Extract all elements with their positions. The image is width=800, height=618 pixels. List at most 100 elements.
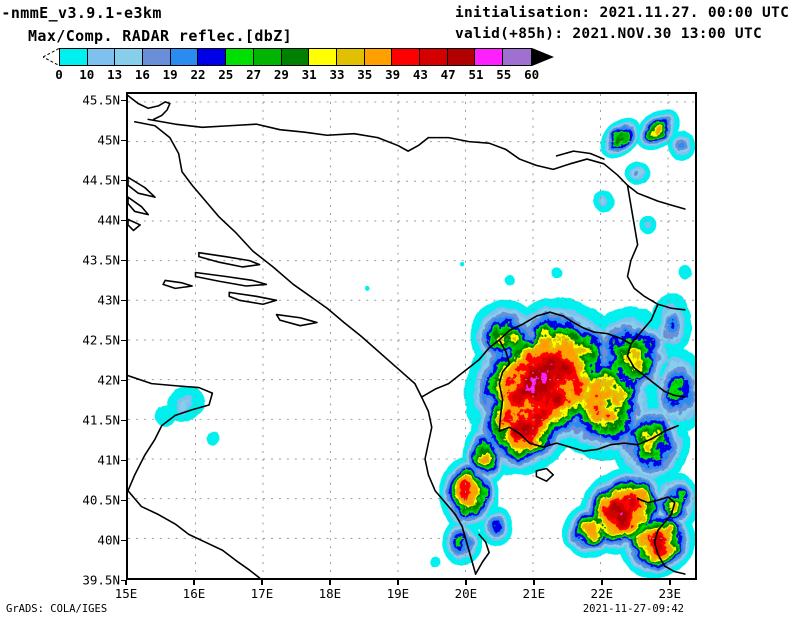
colorbar-high-arrow-icon (531, 48, 554, 66)
coastline-path-23 (535, 467, 555, 482)
coastline-path-13 (427, 136, 686, 210)
lon-tick-label-23E: 23E (658, 586, 682, 601)
colorbar-strip (59, 48, 532, 66)
map-gridlines (128, 94, 695, 578)
lat-tick-label-43N: 43N (97, 292, 120, 308)
colorbar-cell-10 (336, 49, 365, 65)
coastline-path-15 (626, 184, 686, 311)
lat-tickmark (121, 99, 126, 101)
coastline-path-20 (420, 339, 501, 398)
lon-tickmark (601, 580, 603, 585)
colorbar-tick-43: 43 (412, 67, 428, 82)
lon-tick-label-17E: 17E (250, 586, 274, 601)
colorbar-cell-1 (87, 49, 116, 65)
colorbar-cell-14 (447, 49, 476, 65)
coastline-path-10 (128, 196, 150, 216)
lat-tick-label-43.5N: 43.5N (82, 252, 120, 268)
lon-tick-label-16E: 16E (182, 586, 206, 601)
coastline-path-6 (228, 291, 278, 306)
colorbar-tick-10: 10 (79, 67, 95, 82)
lon-tickmark (193, 580, 195, 585)
colorbar-tick-0: 0 (55, 67, 63, 82)
colorbar-tick-60: 60 (524, 67, 540, 82)
coastline-path-17 (498, 424, 679, 452)
lat-tickmark (121, 339, 126, 341)
colorbar-tick-39: 39 (385, 67, 401, 82)
coastline-path-4 (198, 251, 261, 268)
lon-tick-label-19E: 19E (386, 586, 410, 601)
colorbar-cell-6 (226, 49, 254, 65)
coastline-path-11 (128, 218, 141, 232)
colorbar-cell-0 (60, 49, 88, 65)
coastline-path-18 (498, 339, 511, 433)
colorbar-cell-15 (475, 49, 503, 65)
coastline-path-21 (636, 496, 686, 575)
colorbar-tick-51: 51 (468, 67, 484, 82)
lat-tick-label-39.5N: 39.5N (82, 572, 120, 588)
colorbar-tick-35: 35 (357, 67, 373, 82)
colorbar-cell-9 (309, 49, 337, 65)
colorbar-tick-25: 25 (218, 67, 234, 82)
lat-tick-label-45.5N: 45.5N (82, 92, 120, 108)
coastline-path-8 (162, 279, 193, 290)
colorbar-cell-2 (115, 49, 144, 65)
lon-tickmark (669, 580, 671, 585)
colorbar-tick-47: 47 (440, 67, 456, 82)
colorbar-tick-labels: 0 10 13 16 19 22 25 27 29 31 33 35 39 43 47 51 55 60 (55, 67, 539, 82)
colorbar-cell-5 (198, 49, 227, 65)
coastline-overlay (128, 94, 686, 578)
coastline-path-19 (498, 311, 632, 345)
lat-tickmark (121, 259, 126, 261)
lat-tickmark (121, 379, 126, 381)
lat-tickmark (121, 579, 126, 581)
lat-tickmark (121, 539, 126, 541)
grads-credit: GrADS: COLA/IGES (6, 603, 108, 615)
colorbar-tick-22: 22 (190, 67, 206, 82)
model-title: f-nmmE_v3.9.1-e3km (0, 4, 162, 22)
coastline-path-9 (128, 176, 156, 198)
colorbar-tick-33: 33 (329, 67, 345, 82)
initialisation-time: initialisation: 2021.11.27. 00:00 UTC (455, 5, 790, 21)
map-plot-area (126, 92, 697, 580)
colorbar-title: Max/Comp. RADAR reflec.[dbZ] (28, 27, 293, 45)
lat-tickmark (121, 459, 126, 461)
colorbar-cell-7 (253, 49, 282, 65)
coastline-path-2 (128, 94, 171, 121)
lon-tick-label-15E: 15E (114, 586, 138, 601)
colorbar-tick-27: 27 (246, 67, 262, 82)
colorbar-cell-8 (281, 49, 310, 65)
lat-tick-label-42N: 42N (97, 372, 120, 388)
coastline-path-3 (133, 120, 477, 575)
colorbar-cell-12 (392, 49, 420, 65)
lon-tick-label-18E: 18E (318, 586, 342, 601)
colorbar-cell-4 (170, 49, 199, 65)
colorbar-cell-16 (503, 49, 531, 65)
colorbar-tick-16: 16 (134, 67, 150, 82)
lat-tick-label-42.5N: 42.5N (82, 332, 120, 348)
colorbar-cell-3 (143, 49, 171, 65)
lat-tickmark (121, 419, 126, 421)
coastline-path-22 (474, 533, 490, 575)
lon-tickmark (125, 580, 127, 585)
coastline-path-12 (147, 118, 430, 152)
colorbar-tick-55: 55 (496, 67, 512, 82)
valid-time: valid(+85h): 2021.NOV.30 13:00 UTC (455, 26, 763, 42)
coastline-path-7 (275, 313, 318, 327)
coastline-path-16 (626, 303, 686, 398)
lon-tickmark (329, 580, 331, 585)
lat-tick-label-45N: 45N (97, 132, 120, 148)
generation-stamp: 2021-11-27-09:42 (582, 603, 684, 615)
lon-tickmark (533, 580, 535, 585)
coastline-path-1 (128, 489, 261, 578)
lon-tickmark (397, 580, 399, 585)
lat-tick-label-44.5N: 44.5N (82, 172, 120, 188)
lat-tick-label-40N: 40N (97, 532, 120, 548)
lat-tick-label-41N: 41N (97, 452, 120, 468)
lon-tickmark (261, 580, 263, 585)
lon-tick-label-21E: 21E (522, 586, 546, 601)
lat-tick-label-44N: 44N (97, 212, 120, 228)
colorbar-tick-13: 13 (107, 67, 123, 82)
coastline-path-14 (555, 150, 605, 160)
lat-tick-label-41.5N: 41.5N (82, 412, 120, 428)
colorbar-tick-29: 29 (273, 67, 289, 82)
